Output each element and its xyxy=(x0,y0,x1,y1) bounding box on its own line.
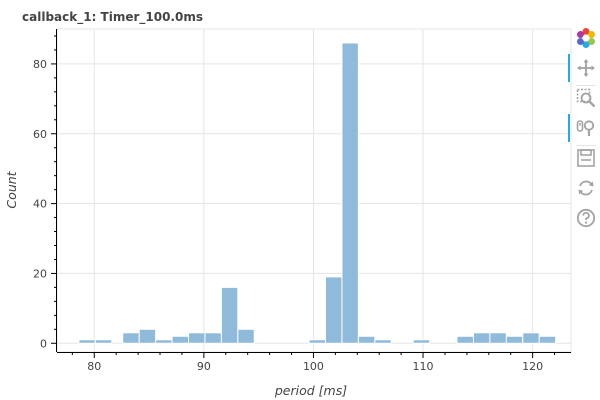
histogram-bar xyxy=(341,42,359,344)
histogram-bar xyxy=(204,332,222,344)
y-tick-label: 60 xyxy=(33,128,47,141)
histogram-bar xyxy=(456,335,474,344)
histogram-bar xyxy=(78,339,96,344)
histogram-bar xyxy=(489,332,507,344)
histogram-bar xyxy=(237,328,255,344)
x-tick-label: 80 xyxy=(87,360,101,373)
histogram-bar xyxy=(220,286,239,344)
x-tick-label: 100 xyxy=(303,360,324,373)
chart-title: callback_1: Timer_100.0ms xyxy=(22,10,203,25)
y-tick-label: 40 xyxy=(33,198,47,211)
x-axis-label: period [ms] xyxy=(274,383,347,398)
histogram-bar xyxy=(171,335,190,344)
histogram-bar xyxy=(122,332,140,344)
histogram-bar xyxy=(138,328,157,344)
histogram-bar xyxy=(325,276,343,344)
histogram-bar xyxy=(374,339,392,344)
histogram-bars xyxy=(78,42,557,344)
histogram-bar xyxy=(505,335,524,344)
y-axis-label: Count xyxy=(4,170,19,208)
x-tick-label: 120 xyxy=(522,360,543,373)
y-tick-label: 80 xyxy=(33,58,47,71)
histogram-bar xyxy=(188,332,206,344)
histogram-bar xyxy=(472,332,491,344)
wheel-zoom-tool-icon[interactable] xyxy=(572,114,600,142)
save-tool-icon[interactable] xyxy=(572,144,600,172)
pan-active-indicator xyxy=(568,54,570,82)
grid-lines xyxy=(57,29,571,352)
x-tick-label: 110 xyxy=(413,360,434,373)
help-tool-icon[interactable] xyxy=(572,204,600,232)
toolbar-separator xyxy=(576,145,596,146)
histogram-bar xyxy=(155,339,173,344)
histogram-bar xyxy=(522,332,540,344)
box-zoom-tool-icon[interactable] xyxy=(572,84,600,112)
pan-tool-icon[interactable] xyxy=(572,54,600,82)
y-tick-label: 20 xyxy=(33,267,47,280)
wheel-zoom-active-indicator xyxy=(568,114,570,142)
x-tick-label: 90 xyxy=(197,360,211,373)
histogram-bar xyxy=(412,339,431,344)
y-axis: 0 20 40 60 80 xyxy=(33,29,57,352)
y-tick-label: 0 xyxy=(40,337,47,350)
histogram-bar xyxy=(94,339,113,344)
histogram-bar xyxy=(308,339,327,344)
histogram-bar xyxy=(357,335,376,344)
toolbar-separator xyxy=(576,85,596,86)
bokeh-logo-icon[interactable] xyxy=(572,24,600,52)
histogram-bar xyxy=(538,335,557,344)
x-axis: 80 90 100 110 120 xyxy=(57,352,571,373)
plot-frame xyxy=(56,28,572,353)
reset-tool-icon[interactable] xyxy=(572,174,600,202)
